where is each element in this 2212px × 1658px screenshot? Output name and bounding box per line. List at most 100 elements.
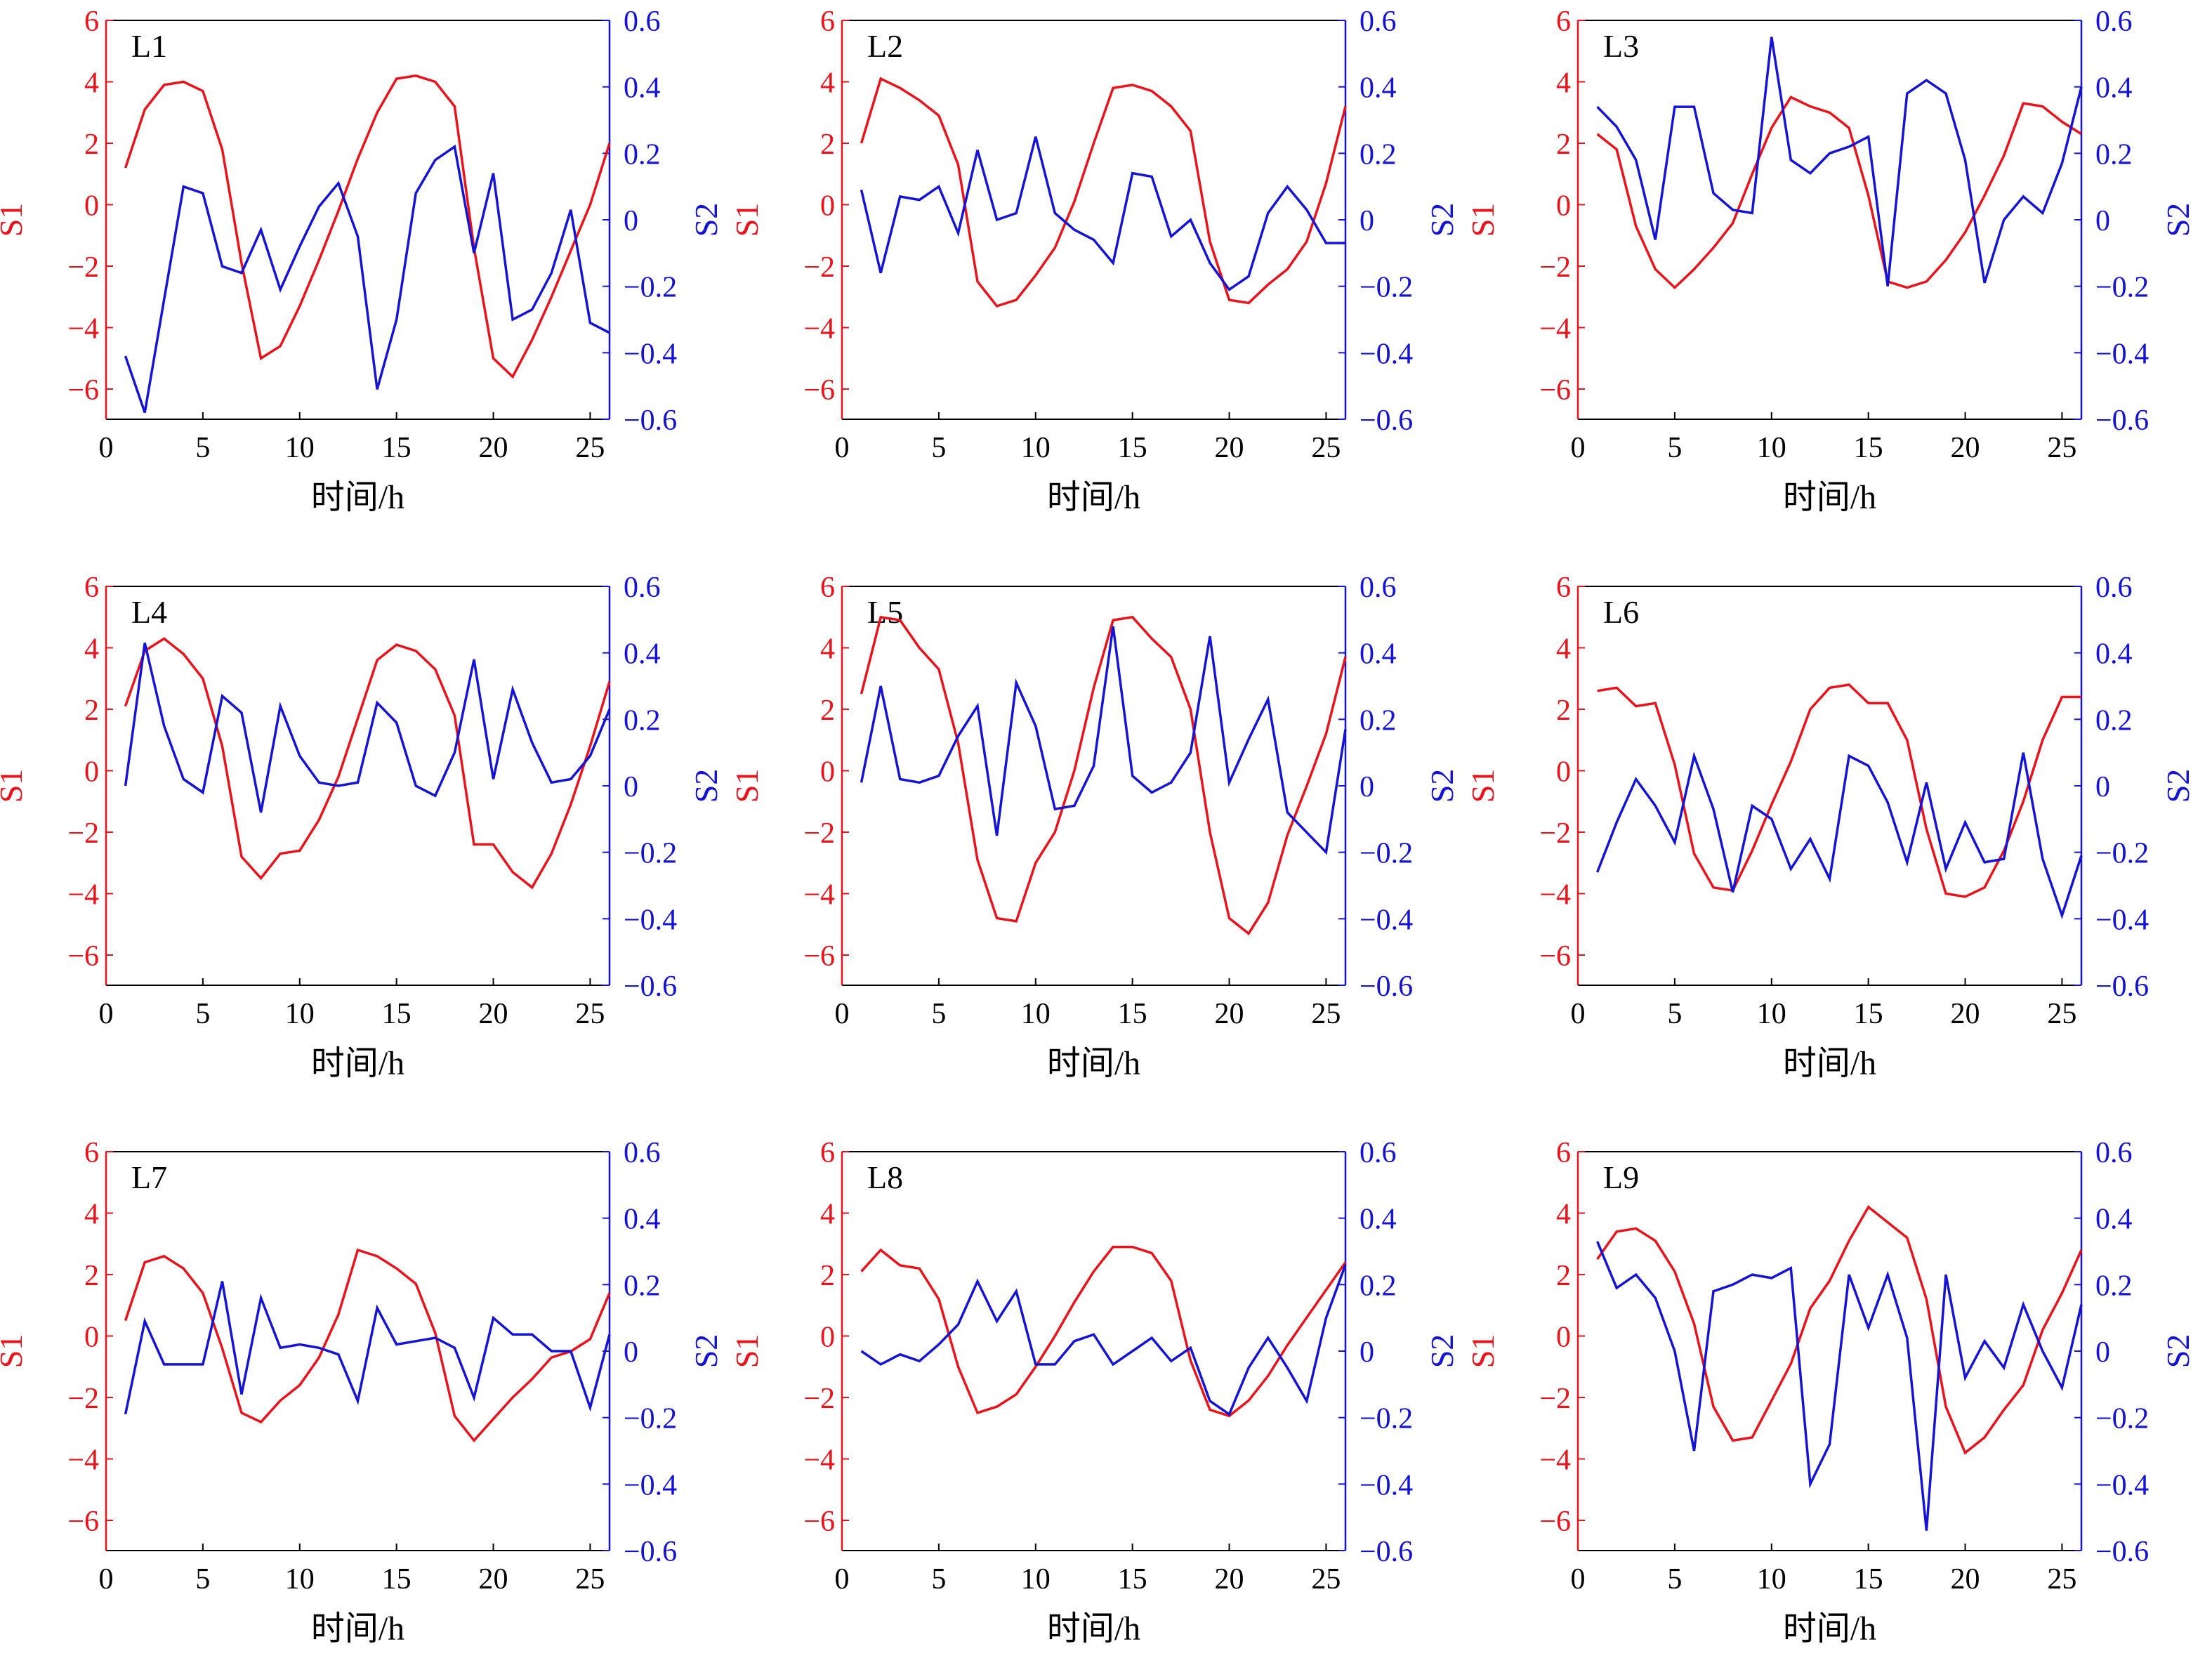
y-tick-label: −4 — [1539, 313, 1571, 346]
y-axis-label: S1 — [729, 203, 765, 237]
y-tick-label: 0 — [1556, 756, 1571, 789]
x-tick-label: 5 — [195, 998, 210, 1030]
y-tick-label: 2 — [1556, 1260, 1571, 1292]
x-tick-label: 25 — [2047, 998, 2076, 1030]
panel-label: L3 — [1603, 28, 1639, 64]
x-tick-label: 5 — [931, 1563, 946, 1596]
y-tick-label: −6 — [67, 374, 99, 407]
y2-tick-label: 0 — [1360, 771, 1374, 803]
x-tick-label: 0 — [1571, 998, 1586, 1030]
y2-axis-label: S2 — [1424, 1334, 1460, 1369]
x-tick-label: 10 — [285, 998, 315, 1030]
y2-tick-label: 0.4 — [2095, 638, 2133, 671]
y-tick-label: 0 — [820, 1322, 835, 1354]
x-tick-label: 10 — [1021, 432, 1051, 464]
y2-tick-label: 0 — [1360, 1336, 1374, 1369]
x-tick-label: 20 — [479, 432, 508, 464]
x-tick-label: 20 — [1215, 1563, 1244, 1596]
y-tick-label: 4 — [1556, 67, 1571, 100]
x-axis-label: 时间/h — [311, 1610, 404, 1647]
y-tick-label: −4 — [803, 1445, 835, 1477]
x-tick-label: 20 — [1951, 998, 1980, 1030]
y2-tick-label: 0.2 — [2095, 1270, 2133, 1302]
panel-label: L2 — [867, 28, 903, 64]
y2-tick-label: 0 — [1360, 205, 1374, 237]
y2-tick-label: −0.2 — [624, 272, 677, 304]
y2-axis-label: S2 — [2160, 203, 2196, 237]
y2-axis-label: S2 — [1424, 769, 1460, 803]
y-tick-label: −6 — [803, 374, 835, 407]
y-tick-label: −2 — [67, 251, 99, 284]
series-line-s1 — [1596, 96, 2082, 290]
y2-tick-label: 0.2 — [2095, 138, 2133, 171]
y-tick-label: −4 — [67, 313, 99, 346]
y-tick-label: −2 — [803, 817, 835, 850]
y2-tick-label: 0.4 — [1360, 1204, 1397, 1236]
y2-tick-label: 0.2 — [1360, 704, 1397, 737]
y-tick-label: −2 — [1539, 1383, 1571, 1415]
y-tick-label: 4 — [84, 633, 99, 666]
y-tick-label: −2 — [67, 817, 99, 850]
x-axis-label: 时间/h — [311, 1045, 404, 1082]
y2-tick-label: 0 — [2095, 1336, 2110, 1369]
y2-tick-label: 0.4 — [1360, 638, 1397, 671]
series-line-s1 — [124, 637, 611, 890]
series-line-s2 — [1595, 751, 2083, 920]
y-tick-label: −4 — [1539, 1445, 1571, 1477]
y2-tick-label: 0.2 — [624, 704, 661, 737]
y2-tick-label: −0.6 — [624, 404, 677, 437]
x-tick-label: 10 — [285, 432, 315, 464]
x-tick-label: 20 — [1215, 998, 1244, 1030]
y2-tick-label: 0 — [624, 205, 638, 237]
chart-panel-2: 0 5 10 15 20 256420−2−4−60.60.40.20−0.2−0.4−0… — [729, 6, 1460, 516]
y2-tick-label: 0.6 — [1360, 1137, 1397, 1169]
y2-tick-label: 0 — [2095, 205, 2110, 237]
x-tick-label: 0 — [1571, 432, 1586, 464]
y-tick-label: 0 — [84, 1322, 99, 1354]
y-tick-label: −6 — [803, 1506, 835, 1538]
y2-tick-label: 0.4 — [1360, 72, 1397, 105]
x-tick-label: 25 — [2047, 1563, 2076, 1596]
chart-panel-5: 0 5 10 15 20 256420−2−4−60.60.40.20−0.2−0.4−0… — [729, 572, 1460, 1082]
x-tick-label: 15 — [1854, 1563, 1883, 1596]
y-tick-label: −4 — [803, 313, 835, 346]
y2-tick-label: 0.6 — [2095, 1137, 2133, 1169]
y-axis-label: S1 — [0, 1334, 29, 1369]
y2-tick-label: 0.4 — [2095, 1204, 2133, 1236]
x-tick-label: 25 — [1311, 432, 1341, 464]
series-line-s1 — [860, 615, 1347, 935]
x-tick-label: 25 — [1311, 998, 1341, 1030]
y2-tick-label: 0.6 — [2095, 6, 2133, 38]
y-tick-label: 6 — [820, 572, 835, 604]
series-line-s2 — [1595, 1241, 2083, 1531]
series-line-s1 — [124, 74, 611, 379]
series-line-s1 — [1596, 1205, 2083, 1455]
series-line-s2 — [124, 144, 610, 414]
x-axis-label: 时间/h — [1783, 1045, 1876, 1082]
x-tick-label: 25 — [575, 998, 605, 1030]
y-tick-label: 4 — [820, 633, 835, 666]
x-axis-label: 时间/h — [1783, 479, 1876, 516]
x-tick-label: 25 — [2047, 432, 2076, 464]
x-tick-label: 15 — [382, 432, 412, 464]
y-tick-label: 6 — [820, 1137, 835, 1169]
y2-tick-label: −0.4 — [624, 904, 677, 936]
y-tick-label: −2 — [803, 1383, 835, 1415]
y-tick-label: −4 — [803, 879, 835, 912]
chart-panel-1: 0 5 10 15 20 256420−2−4−60.60.40.20−0.2−0.4−0… — [0, 6, 724, 516]
y-tick-label: −6 — [1539, 374, 1571, 407]
panel-label: L4 — [131, 594, 167, 630]
x-tick-label: 0 — [835, 998, 850, 1030]
x-axis-label: 时间/h — [1047, 1045, 1140, 1082]
x-tick-label: 10 — [1757, 1563, 1786, 1596]
chart-panel-6: 0 5 10 15 20 256420−2−4−60.60.40.20−0.2−0.4−0… — [1465, 572, 2196, 1082]
y2-tick-label: −0.4 — [624, 338, 677, 370]
x-tick-label: 5 — [931, 432, 946, 464]
y-tick-label: 2 — [84, 695, 99, 727]
series-line-s2 — [124, 643, 611, 813]
series-line-s2 — [860, 626, 1347, 855]
y-axis-label: S1 — [0, 769, 29, 803]
y-tick-label: 6 — [1556, 572, 1571, 604]
x-tick-label: 5 — [931, 998, 946, 1030]
